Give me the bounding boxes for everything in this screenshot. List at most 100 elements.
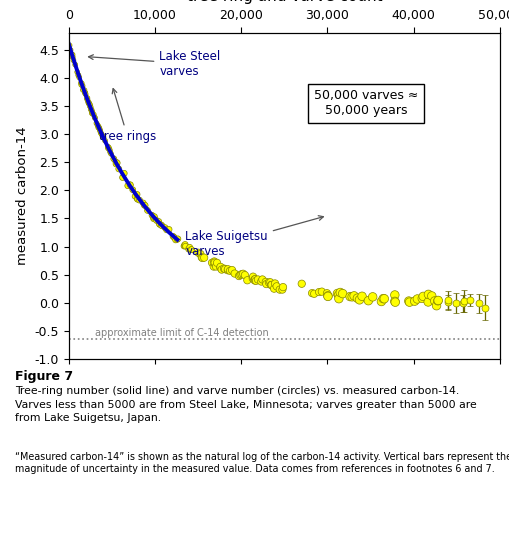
Point bbox=[345, 292, 353, 301]
Point bbox=[357, 292, 365, 301]
Point bbox=[251, 276, 260, 285]
Point bbox=[84, 99, 93, 108]
Point bbox=[83, 96, 92, 105]
Point bbox=[253, 275, 262, 284]
Point bbox=[173, 235, 181, 244]
Point bbox=[164, 225, 173, 234]
Point bbox=[160, 223, 168, 232]
Point bbox=[181, 240, 189, 249]
Point bbox=[223, 266, 232, 275]
Point bbox=[104, 142, 112, 151]
Point bbox=[335, 288, 344, 297]
Point bbox=[140, 201, 148, 210]
Point bbox=[88, 107, 96, 116]
Point bbox=[133, 190, 141, 199]
Point bbox=[104, 144, 112, 153]
Point bbox=[111, 158, 120, 167]
Point bbox=[87, 103, 95, 112]
Point bbox=[68, 52, 76, 61]
Point bbox=[77, 78, 85, 87]
Point bbox=[208, 258, 216, 267]
Point bbox=[272, 282, 280, 291]
Point bbox=[155, 220, 163, 229]
Point bbox=[194, 248, 202, 257]
Point bbox=[187, 245, 195, 254]
Point bbox=[236, 271, 244, 279]
Point bbox=[174, 235, 182, 243]
Point bbox=[97, 129, 105, 138]
Point bbox=[143, 206, 151, 215]
Point bbox=[78, 82, 87, 90]
Point bbox=[152, 216, 160, 225]
Point bbox=[87, 105, 95, 114]
Point bbox=[363, 296, 372, 305]
Point bbox=[235, 272, 243, 281]
Point bbox=[225, 266, 234, 275]
Point bbox=[86, 102, 94, 111]
Point bbox=[423, 298, 432, 306]
Point bbox=[349, 292, 357, 300]
Point bbox=[180, 241, 188, 250]
Point bbox=[250, 276, 258, 285]
Text: “Measured carbon-14” is shown as the natural log of the carbon-14 activity. Vert: “Measured carbon-14” is shown as the nat… bbox=[15, 452, 509, 475]
Point bbox=[433, 296, 441, 305]
Point bbox=[240, 271, 248, 279]
Point bbox=[115, 164, 123, 173]
Point bbox=[85, 99, 93, 108]
Point bbox=[180, 242, 188, 250]
Point bbox=[217, 265, 225, 274]
Point bbox=[334, 290, 342, 299]
Point bbox=[113, 158, 121, 167]
Point bbox=[81, 89, 89, 98]
Point bbox=[266, 281, 274, 289]
Point bbox=[196, 250, 204, 259]
Point bbox=[267, 281, 275, 289]
Point bbox=[101, 136, 109, 145]
Point bbox=[377, 297, 385, 306]
Point bbox=[120, 169, 128, 178]
Point bbox=[334, 294, 342, 303]
Point bbox=[181, 242, 189, 250]
Point bbox=[105, 144, 113, 152]
Point bbox=[94, 122, 102, 130]
Point bbox=[83, 95, 91, 104]
Point bbox=[404, 296, 412, 305]
Point bbox=[250, 275, 259, 284]
Point bbox=[135, 196, 144, 204]
Point bbox=[168, 232, 177, 241]
Point bbox=[433, 296, 441, 305]
Point bbox=[68, 50, 76, 59]
Point bbox=[368, 293, 376, 301]
Point bbox=[69, 53, 77, 61]
Point bbox=[315, 288, 323, 296]
Point bbox=[80, 86, 89, 95]
Point bbox=[77, 79, 86, 88]
Point bbox=[171, 236, 179, 244]
Point bbox=[157, 221, 165, 230]
Point bbox=[88, 106, 96, 115]
Point bbox=[237, 270, 245, 278]
Point bbox=[90, 110, 98, 119]
Point bbox=[75, 73, 83, 82]
Point bbox=[210, 259, 218, 268]
Point bbox=[78, 85, 87, 94]
Point bbox=[210, 257, 218, 266]
Point bbox=[105, 146, 114, 155]
Point bbox=[157, 221, 165, 230]
Point bbox=[106, 147, 114, 156]
Point bbox=[74, 71, 82, 80]
Point bbox=[99, 133, 107, 142]
Text: Figure 7: Figure 7 bbox=[15, 370, 73, 383]
Point bbox=[96, 127, 104, 135]
Point bbox=[133, 195, 142, 204]
Point bbox=[220, 265, 229, 273]
Point bbox=[150, 212, 158, 221]
Point bbox=[230, 269, 238, 278]
Point bbox=[262, 279, 270, 288]
Point bbox=[81, 90, 90, 99]
Text: Lake Suigetsu
varves: Lake Suigetsu varves bbox=[185, 216, 323, 258]
Point bbox=[74, 71, 82, 79]
Point bbox=[323, 292, 331, 300]
Point bbox=[278, 285, 286, 294]
Point bbox=[65, 41, 73, 50]
